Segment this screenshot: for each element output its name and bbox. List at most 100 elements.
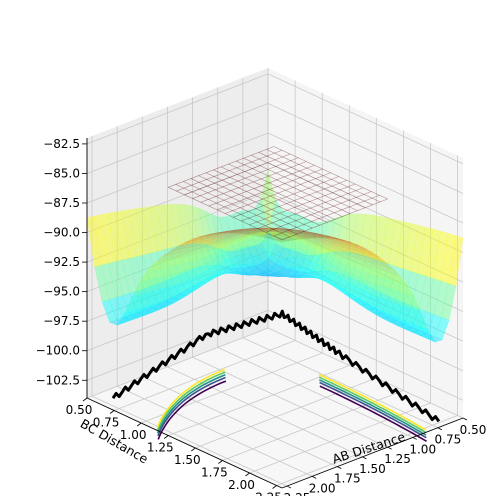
surface-facet	[205, 234, 220, 239]
surface-facet	[273, 233, 288, 238]
surface-facet	[210, 240, 226, 247]
surface-facet	[220, 264, 237, 276]
clip-grid-line	[213, 169, 328, 223]
surface-facet	[196, 246, 211, 255]
surface-facet	[365, 214, 381, 259]
surface-facet	[399, 282, 415, 297]
surface-facet	[248, 228, 263, 231]
gridline-y	[166, 106, 363, 458]
surface-facet	[305, 221, 321, 256]
surface-facet	[142, 252, 158, 287]
clip-grid-line	[265, 191, 372, 233]
surface-facet	[188, 252, 204, 263]
surface-facet	[291, 271, 308, 279]
surface-facet	[384, 277, 400, 293]
y-tick-label: 0.75	[435, 433, 462, 447]
surface-facet	[228, 254, 244, 267]
surface-facet	[143, 306, 160, 313]
surface-facet	[275, 210, 291, 248]
surface-facet	[149, 205, 165, 252]
surface-facet	[244, 232, 260, 236]
surface-facet	[404, 305, 420, 328]
surface-facet	[193, 268, 210, 288]
surface-facet	[255, 270, 272, 277]
surface-facet	[308, 233, 324, 237]
surface-facet	[314, 270, 330, 280]
surface-facet	[145, 276, 161, 294]
surface-facet	[291, 252, 307, 273]
surface-facet	[207, 269, 223, 283]
clip-grid-line	[266, 149, 381, 203]
surface-facet	[418, 275, 434, 312]
clip-grid-line	[176, 149, 283, 192]
surface-facet	[404, 326, 421, 333]
surface-facet	[380, 217, 396, 264]
surface-facet	[276, 266, 292, 277]
surface-facet	[259, 231, 275, 234]
surface-facet	[300, 266, 316, 278]
surface-facet	[290, 232, 306, 237]
surface-facet	[329, 236, 345, 241]
surface-facet	[281, 232, 296, 238]
surface-facet	[121, 209, 137, 259]
surface-facet	[238, 234, 254, 240]
surface-facet	[357, 246, 373, 253]
surface-facet	[268, 199, 284, 245]
surface-facet	[114, 210, 130, 261]
clip-grid-line	[257, 187, 364, 229]
surface-facet	[164, 278, 180, 298]
surface-facet	[233, 268, 250, 276]
surface-facet	[226, 266, 243, 275]
surface-facet	[241, 228, 256, 231]
surface-facet	[227, 271, 243, 274]
surface-facet	[299, 231, 314, 235]
surface-facet	[341, 250, 357, 259]
y-tick-label: 2.25	[284, 491, 311, 496]
surface-facet	[184, 237, 200, 243]
surface-facet	[264, 237, 281, 245]
surface-facet	[258, 230, 273, 233]
surface-facet	[345, 280, 362, 301]
surface-facet	[290, 213, 306, 253]
surface-facet	[336, 238, 352, 244]
surface-facet	[283, 212, 299, 250]
surface-facet	[219, 248, 235, 269]
surface-facet	[313, 234, 329, 240]
gridline-x	[141, 93, 323, 424]
surface-facet	[251, 233, 267, 237]
surface-facet	[364, 252, 380, 261]
surface-facet	[383, 286, 400, 305]
surface-facet	[210, 243, 225, 251]
clip-grid-line	[208, 164, 315, 207]
surface-facet	[362, 259, 379, 270]
surface-facet	[220, 229, 236, 233]
surface-facet	[351, 281, 367, 300]
surface-facet	[258, 232, 274, 236]
surface-facet	[176, 243, 192, 250]
surface-facet	[296, 236, 311, 244]
surface-facet	[278, 228, 294, 230]
surface-facet	[221, 230, 236, 233]
surface-facet	[207, 261, 224, 279]
surface-facet	[199, 277, 215, 283]
surface-facet	[388, 219, 404, 267]
surface-facet	[227, 229, 242, 233]
surface-facet	[288, 236, 303, 240]
surface-facet	[270, 273, 285, 277]
x-tick-labels: 0.500.751.001.251.501.752.002.25	[66, 397, 282, 496]
surface-facet	[300, 257, 317, 272]
surface-facet	[206, 264, 222, 276]
surface-facet	[199, 265, 215, 279]
surface-facet	[223, 238, 239, 247]
surface-facet	[371, 258, 387, 267]
surface-facet	[256, 249, 273, 262]
surface-facet	[217, 241, 232, 249]
surface-facet	[312, 235, 328, 242]
x-tick-label: 0.75	[93, 416, 120, 430]
surface-facet	[326, 245, 342, 254]
surface-facet	[123, 309, 139, 324]
surface-facet	[258, 233, 274, 236]
surface-facet	[193, 277, 209, 292]
surface-facet	[277, 229, 292, 231]
surface-facet	[370, 262, 386, 273]
